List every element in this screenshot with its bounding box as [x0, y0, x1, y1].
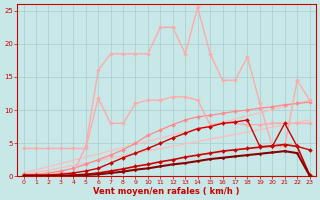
X-axis label: Vent moyen/en rafales ( km/h ): Vent moyen/en rafales ( km/h )	[93, 187, 240, 196]
